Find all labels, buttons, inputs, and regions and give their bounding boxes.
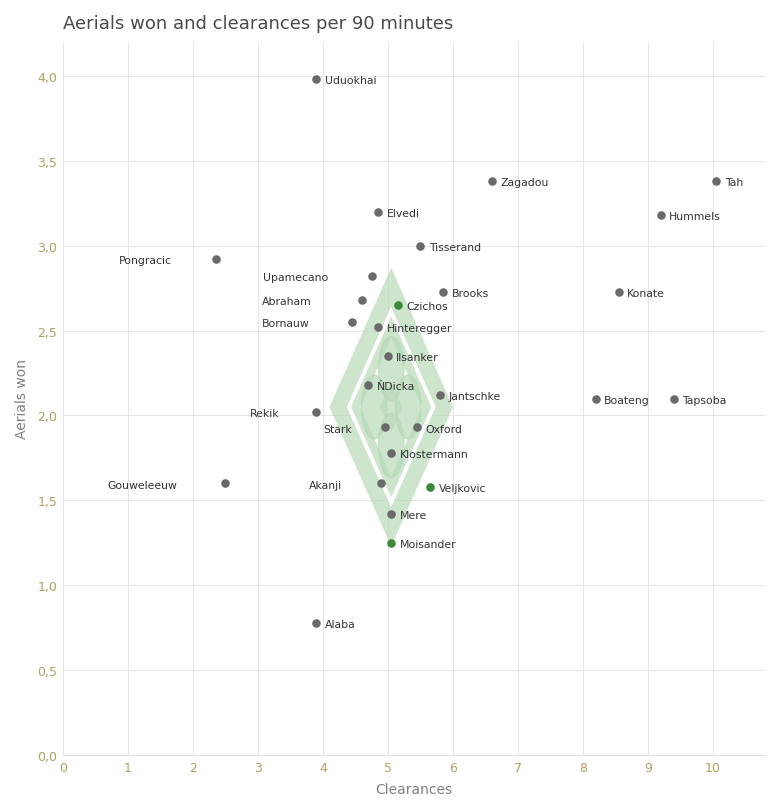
- Point: [385, 537, 398, 550]
- Point: [385, 447, 398, 460]
- Text: Tisserand: Tisserand: [429, 242, 481, 252]
- Point: [424, 481, 437, 494]
- Text: Veljkovic: Veljkovic: [438, 483, 486, 493]
- Point: [219, 478, 232, 491]
- Point: [366, 270, 378, 283]
- Text: Aerials won and clearances per 90 minutes: Aerials won and clearances per 90 minute…: [63, 15, 453, 33]
- Ellipse shape: [378, 414, 404, 478]
- Text: Klostermann: Klostermann: [399, 449, 468, 460]
- Polygon shape: [329, 268, 453, 547]
- Point: [437, 285, 449, 298]
- Y-axis label: Aerials won: Aerials won: [15, 359, 29, 439]
- Text: Uduokhai: Uduokhai: [324, 76, 376, 86]
- Ellipse shape: [395, 375, 421, 440]
- Ellipse shape: [361, 375, 387, 440]
- Point: [375, 478, 388, 491]
- Point: [310, 406, 323, 419]
- Polygon shape: [351, 317, 431, 498]
- Point: [372, 321, 385, 334]
- Point: [668, 393, 680, 406]
- Text: Boateng: Boateng: [604, 395, 650, 406]
- Text: Upamecano: Upamecano: [264, 273, 328, 283]
- Text: Brooks: Brooks: [452, 289, 489, 298]
- Text: Hummels: Hummels: [669, 212, 721, 222]
- Text: Bornauw: Bornauw: [262, 319, 310, 328]
- Point: [209, 254, 222, 267]
- Text: Czichos: Czichos: [406, 302, 448, 312]
- Ellipse shape: [378, 337, 404, 401]
- Point: [434, 389, 446, 402]
- Text: Gouweleeuw: Gouweleeuw: [108, 480, 177, 490]
- Point: [310, 74, 323, 87]
- Point: [372, 206, 385, 219]
- Point: [414, 240, 427, 253]
- Text: Konate: Konate: [627, 289, 665, 298]
- Point: [392, 299, 404, 312]
- Text: Akanji: Akanji: [309, 480, 342, 490]
- Text: Abraham: Abraham: [262, 297, 312, 307]
- Text: Tah: Tah: [725, 178, 743, 188]
- Polygon shape: [360, 338, 422, 477]
- Text: Ilsanker: Ilsanker: [396, 353, 439, 363]
- Text: Tapsoba: Tapsoba: [682, 395, 727, 406]
- Text: Rekik: Rekik: [250, 409, 279, 418]
- Text: Elvedi: Elvedi: [387, 208, 420, 219]
- Text: Mere: Mere: [399, 510, 427, 521]
- Text: Pongracic: Pongracic: [119, 256, 172, 266]
- Point: [590, 393, 602, 406]
- Polygon shape: [347, 307, 436, 508]
- Text: Alaba: Alaba: [324, 619, 356, 629]
- Point: [654, 209, 667, 222]
- Text: Moisander: Moisander: [399, 539, 456, 549]
- Point: [385, 508, 398, 521]
- Point: [612, 285, 625, 298]
- Point: [346, 316, 359, 329]
- Text: Oxford: Oxford: [426, 424, 463, 434]
- X-axis label: Clearances: Clearances: [375, 782, 452, 796]
- Text: Hinteregger: Hinteregger: [387, 324, 452, 334]
- Text: Jantschke: Jantschke: [448, 392, 501, 401]
- Point: [411, 422, 424, 435]
- Point: [381, 350, 394, 363]
- Point: [378, 422, 391, 435]
- Point: [310, 616, 323, 629]
- Text: Zagadou: Zagadou: [500, 178, 548, 188]
- Point: [356, 294, 368, 307]
- Text: ŃDicka: ŃDicka: [377, 382, 415, 392]
- Point: [362, 379, 374, 392]
- Point: [710, 175, 722, 188]
- Text: Stark: Stark: [324, 424, 353, 434]
- Point: [486, 175, 498, 188]
- Polygon shape: [380, 383, 402, 432]
